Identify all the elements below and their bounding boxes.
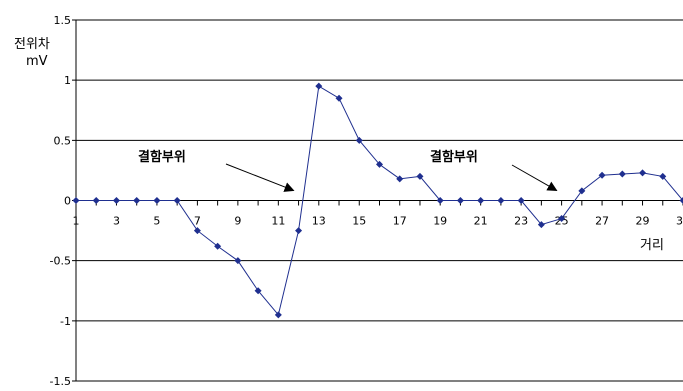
data-point: [295, 227, 303, 235]
data-point: [537, 221, 545, 229]
x-tick-label: 31: [676, 215, 683, 228]
data-point: [72, 197, 80, 204]
data-point: [598, 171, 606, 179]
data-point: [517, 197, 525, 204]
data-point: [92, 197, 100, 204]
data-point: [234, 257, 242, 265]
x-tick-label: 21: [474, 215, 488, 228]
y-tick-label: -1.5: [50, 375, 71, 388]
data-point: [618, 170, 626, 178]
data-point: [436, 197, 444, 204]
data-point: [639, 169, 647, 177]
data-point: [578, 187, 586, 195]
data-point: [315, 82, 323, 90]
y-tick-label: 0.5: [54, 134, 72, 147]
data-point: [497, 197, 505, 204]
defect-annotation-arrow: [225, 163, 295, 192]
data-point: [153, 197, 161, 204]
x-tick-label: 11: [271, 215, 285, 228]
y-tick-label: 1.5: [54, 14, 72, 27]
data-point: [112, 197, 120, 204]
data-point: [335, 94, 343, 102]
data-point: [133, 197, 141, 204]
data-point: [376, 160, 383, 168]
data-point: [254, 287, 262, 295]
series-group: [72, 82, 683, 319]
data-point: [173, 197, 181, 204]
x-tick-label: 23: [514, 215, 528, 228]
y-tick-label: -0.5: [50, 255, 71, 268]
data-point: [456, 197, 464, 204]
annotations: 결함부위 결함부위: [138, 149, 558, 192]
data-point: [558, 215, 566, 223]
x-tick-label: 17: [393, 215, 407, 228]
y-axis-label-line1: 전위차: [14, 37, 50, 52]
y-axis-label-line2: mV: [26, 54, 48, 69]
y-tick-label: -1: [60, 315, 71, 328]
data-point: [274, 311, 282, 319]
x-tick-label: 3: [113, 215, 120, 228]
x-axis-label: 거리: [640, 238, 664, 253]
defect-annotation-arrow: [511, 164, 558, 191]
x-tick-label: 27: [595, 215, 609, 228]
y-tick-label: 1: [64, 74, 71, 87]
data-point: [193, 227, 201, 235]
data-point: [477, 197, 485, 204]
x-tick-label: 13: [312, 215, 326, 228]
y-tick-labels: -1.5 -1 -0.5 0 0.5 1 1.5: [50, 14, 71, 388]
data-point: [355, 136, 363, 144]
data-point: [396, 175, 404, 183]
defect-annotation-label: 결함부위: [138, 149, 186, 165]
data-point: [659, 172, 667, 180]
data-point: [416, 172, 424, 180]
defect-annotation-label: 결함부위: [430, 149, 478, 165]
x-tick-label: 15: [352, 215, 366, 228]
x-tick-label: 7: [194, 215, 201, 228]
x-tick-label: 19: [433, 215, 447, 228]
x-tick-label: 9: [234, 215, 241, 228]
x-tick-labels: 135791113151719212325272931: [73, 215, 683, 228]
data-point: [214, 242, 222, 250]
data-point: [679, 197, 683, 204]
x-tick-label: 5: [153, 215, 160, 228]
x-tick-label: 29: [636, 215, 650, 228]
y-tick-label: 0: [64, 195, 71, 208]
